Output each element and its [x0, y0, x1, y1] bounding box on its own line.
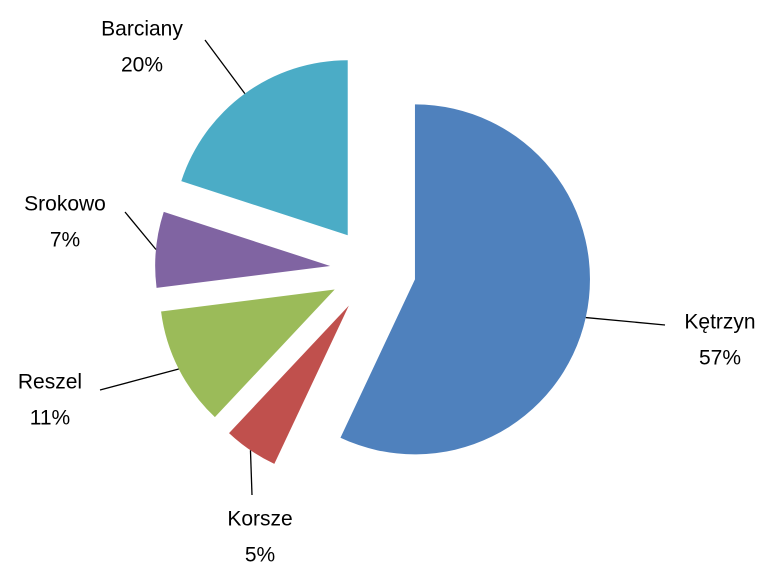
slice-label: Korsze: [227, 508, 292, 531]
leader-line: [249, 450, 253, 496]
pie-slice: [229, 305, 349, 464]
slice-label: Barciany: [101, 18, 183, 41]
leader-line: [124, 211, 157, 250]
slice-value-label: 11%: [30, 407, 70, 430]
leader-line: [99, 368, 179, 391]
pie-slice: [161, 289, 335, 418]
slice-value-label: 57%: [699, 347, 741, 370]
leader-line: [204, 39, 246, 95]
slice-value-label: 20%: [121, 54, 163, 77]
slice-label: Srokowo: [24, 193, 106, 216]
leader-line: [585, 316, 666, 326]
pie-slice: [181, 60, 348, 236]
slice-value-label: 5%: [245, 544, 275, 567]
pie-slice: [155, 211, 331, 288]
pie-slice: [340, 104, 590, 455]
slice-label: Kętrzyn: [684, 311, 755, 334]
slice-value-label: 7%: [50, 229, 80, 252]
slice-label: Reszel: [18, 371, 82, 394]
